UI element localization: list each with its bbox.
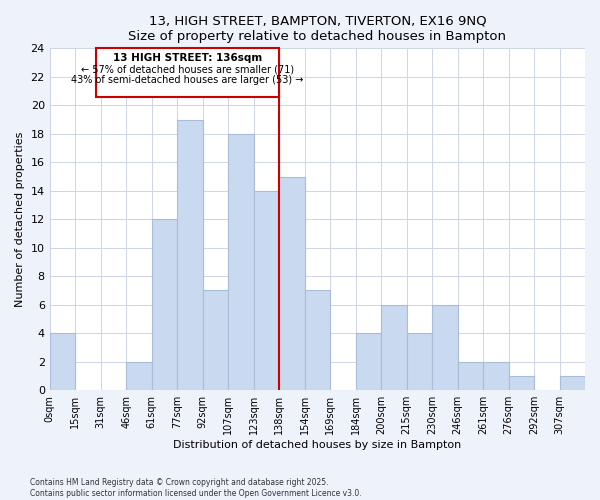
Bar: [152, 220, 177, 390]
Y-axis label: Number of detached properties: Number of detached properties: [15, 132, 25, 307]
Bar: [305, 290, 330, 390]
X-axis label: Distribution of detached houses by size in Bampton: Distribution of detached houses by size …: [173, 440, 461, 450]
Bar: [356, 333, 381, 390]
Bar: [381, 304, 407, 390]
FancyBboxPatch shape: [95, 48, 279, 97]
Bar: [509, 376, 534, 390]
Text: Contains HM Land Registry data © Crown copyright and database right 2025.
Contai: Contains HM Land Registry data © Crown c…: [30, 478, 362, 498]
Text: ← 57% of detached houses are smaller (71): ← 57% of detached houses are smaller (71…: [81, 64, 294, 74]
Bar: [203, 290, 228, 390]
Bar: [177, 120, 203, 390]
Bar: [432, 304, 458, 390]
Bar: [254, 191, 279, 390]
Bar: [279, 176, 305, 390]
Bar: [483, 362, 509, 390]
Bar: [458, 362, 483, 390]
Bar: [407, 333, 432, 390]
Bar: [228, 134, 254, 390]
Bar: [50, 333, 75, 390]
Title: 13, HIGH STREET, BAMPTON, TIVERTON, EX16 9NQ
Size of property relative to detach: 13, HIGH STREET, BAMPTON, TIVERTON, EX16…: [128, 15, 506, 43]
Text: 43% of semi-detached houses are larger (53) →: 43% of semi-detached houses are larger (…: [71, 76, 304, 86]
Bar: [560, 376, 585, 390]
Text: 13 HIGH STREET: 136sqm: 13 HIGH STREET: 136sqm: [113, 52, 262, 62]
Bar: [126, 362, 152, 390]
